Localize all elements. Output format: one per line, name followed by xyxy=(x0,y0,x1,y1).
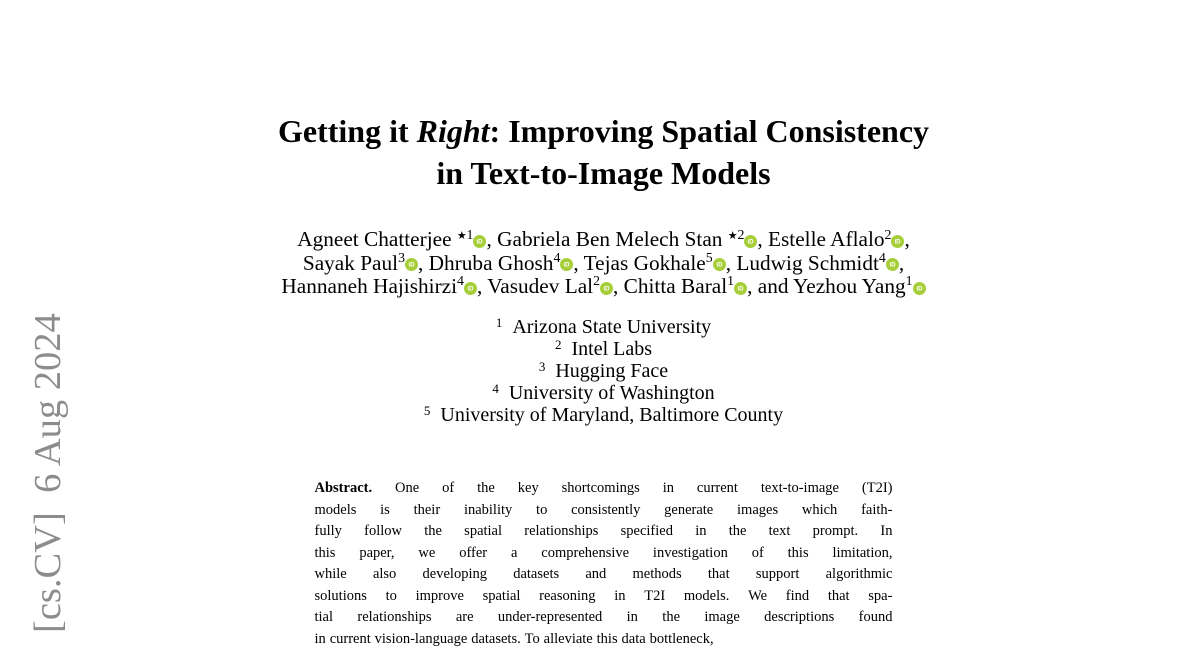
svg-text:iD: iD xyxy=(467,285,474,292)
svg-text:iD: iD xyxy=(408,262,415,269)
svg-text:iD: iD xyxy=(895,238,902,245)
svg-text:iD: iD xyxy=(603,285,610,292)
svg-text:iD: iD xyxy=(748,238,755,245)
svg-text:iD: iD xyxy=(477,238,484,245)
svg-text:iD: iD xyxy=(738,285,745,292)
svg-text:iD: iD xyxy=(716,262,723,269)
svg-text:iD: iD xyxy=(564,262,571,269)
svg-text:iD: iD xyxy=(889,262,896,269)
svg-text:iD: iD xyxy=(916,285,923,292)
